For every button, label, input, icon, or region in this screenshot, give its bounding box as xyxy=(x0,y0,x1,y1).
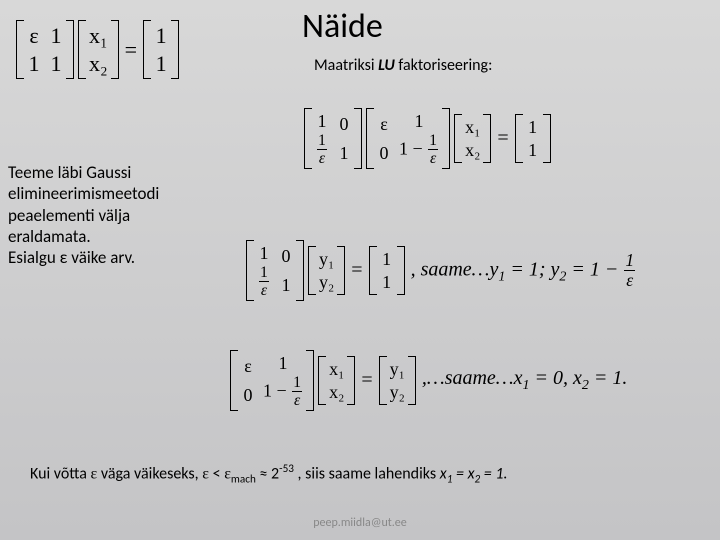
m: 1 xyxy=(257,242,271,265)
eq-sign: = xyxy=(361,369,372,392)
m: 1 xyxy=(526,116,540,139)
m: 0 xyxy=(279,245,293,268)
subtitle-pre: Maatriksi xyxy=(314,56,378,75)
slide-subtitle: Maatriksi LU faktoriseering: xyxy=(314,56,492,75)
m: y₁ xyxy=(319,248,334,271)
m: 0 xyxy=(241,384,255,407)
m: ε xyxy=(27,22,41,50)
equation-backward: ε 0 1 1 − 1ε x₁x₂ = y₁y₂ ,…saame…x1 = 0, … xyxy=(228,350,627,411)
m: 1 xyxy=(337,142,351,165)
equation-lu: 1 1ε 01 ε0 1 1 − 1ε x₁x₂ = 11 xyxy=(302,108,553,169)
m: 1ε xyxy=(257,265,271,300)
m: 1ε xyxy=(315,133,329,168)
m: 1 xyxy=(526,139,540,162)
m: 1 xyxy=(49,22,63,50)
m: ε xyxy=(241,355,255,378)
m: 0 xyxy=(377,142,391,165)
m: x₁ xyxy=(89,22,108,50)
paragraph: Teeme läbi Gaussi elimineerimismeetodi p… xyxy=(8,162,216,268)
m: x₁ xyxy=(329,358,344,381)
m: ε xyxy=(377,113,391,136)
eq-sign: = xyxy=(351,259,362,282)
m: x₂ xyxy=(89,50,108,78)
m: 1 xyxy=(49,50,63,78)
m: 1 − 1ε xyxy=(263,375,303,410)
m: 1 − 1ε xyxy=(399,133,439,168)
m: 1 xyxy=(154,50,168,78)
m: x₂ xyxy=(465,139,480,162)
slide-title: Näide xyxy=(302,6,383,47)
subtitle-post: faktoriseering: xyxy=(395,56,493,75)
m: y₂ xyxy=(319,271,334,294)
conclusion: Kui võtta ε väga väikeseks, ε < εmach ≈ … xyxy=(30,462,710,487)
subtitle-em: LU xyxy=(378,56,395,75)
m: 1 xyxy=(315,110,329,133)
backward-result: ,…saame…x1 = 0, x2 = 1. xyxy=(422,367,627,394)
m: x₁ xyxy=(465,116,480,139)
eq-sign: = xyxy=(125,37,137,63)
m: x₂ xyxy=(329,381,344,404)
m: 1 xyxy=(27,50,41,78)
forward-result: , saame…y1 = 1; y2 = 1 − 1ε xyxy=(411,252,637,290)
footer-email: peep.miidla@ut.ee xyxy=(0,516,720,530)
m: 1 xyxy=(279,274,293,297)
eq-sign: = xyxy=(497,127,508,150)
equation-system: ε1 11 x₁x₂ = 11 xyxy=(14,20,181,79)
m: 1 xyxy=(263,352,303,375)
m: 1 xyxy=(380,271,394,294)
m: y₂ xyxy=(390,381,405,404)
m: 1 xyxy=(399,110,439,133)
m: 0 xyxy=(337,113,351,136)
m: 1 xyxy=(380,248,394,271)
m: y₁ xyxy=(390,358,405,381)
equation-forward: 1 1ε 01 y₁y₂ = 11 , saame…y1 = 1; y2 = 1… xyxy=(244,240,636,301)
m: 1 xyxy=(154,22,168,50)
